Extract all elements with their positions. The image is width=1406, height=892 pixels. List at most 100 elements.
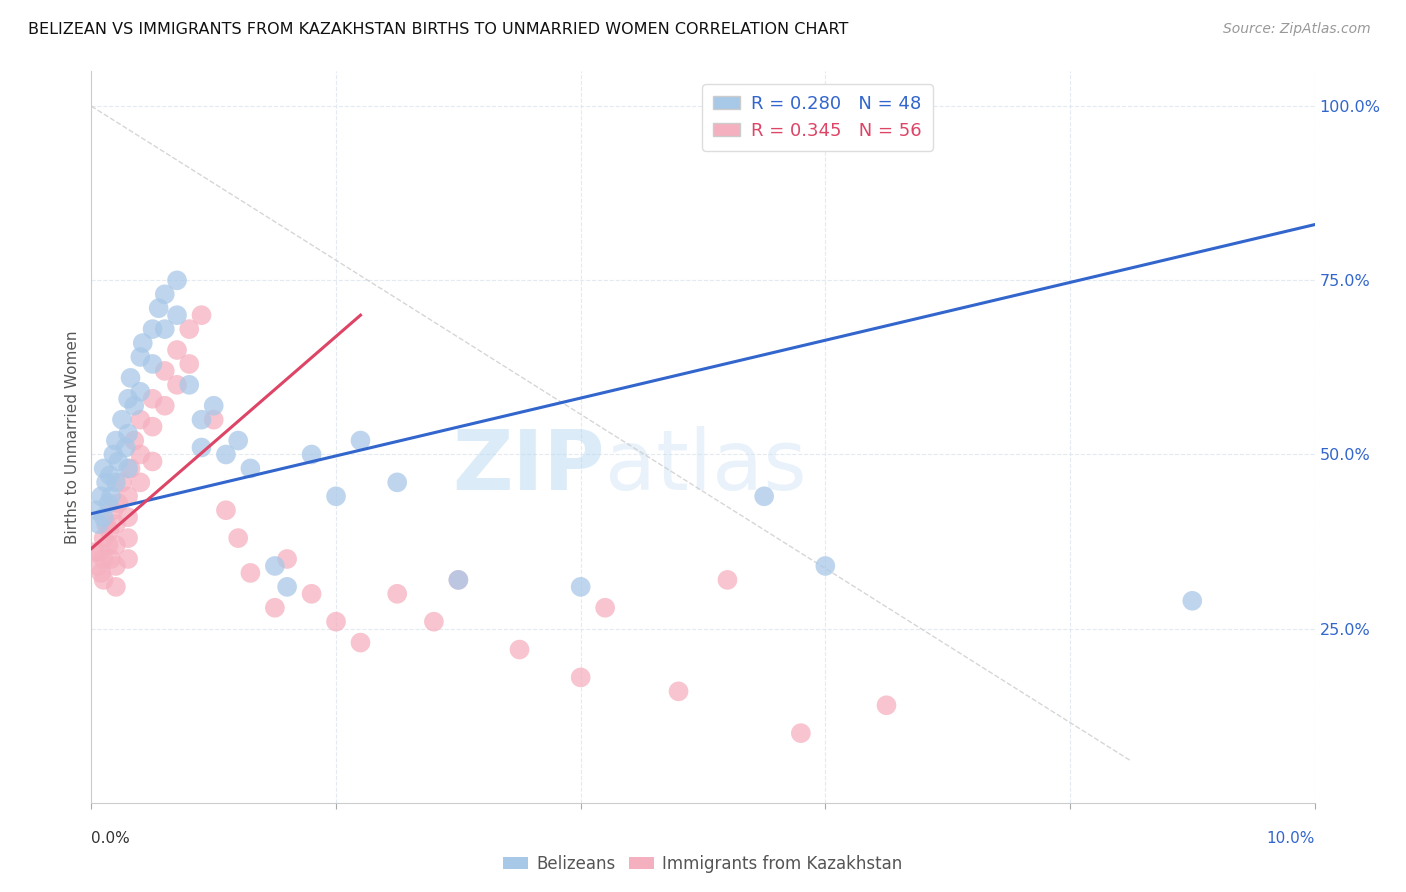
Point: [276, 552, 298, 566]
Point: [98, 468, 121, 483]
Point: [97, 496, 120, 510]
Point: [86, 558, 108, 573]
Point: [423, 615, 446, 629]
Point: [153, 364, 176, 378]
Point: [141, 357, 163, 371]
Point: [93, 573, 115, 587]
Point: [1181, 594, 1204, 608]
Point: [226, 531, 249, 545]
Point: [117, 552, 139, 566]
Text: ZIP: ZIP: [453, 425, 605, 507]
Text: 0.0%: 0.0%: [91, 831, 131, 846]
Point: [166, 308, 188, 322]
Point: [179, 377, 201, 392]
Point: [122, 399, 145, 413]
Point: [153, 287, 176, 301]
Point: [103, 503, 125, 517]
Point: [179, 322, 201, 336]
Point: [129, 350, 152, 364]
Point: [122, 434, 145, 448]
Point: [90, 566, 112, 580]
Point: [107, 496, 129, 510]
Point: [349, 434, 371, 448]
Point: [100, 489, 122, 503]
Point: [325, 489, 347, 503]
Point: [104, 558, 127, 573]
Point: [215, 448, 238, 462]
Point: [104, 517, 127, 532]
Point: [447, 573, 470, 587]
Point: [117, 510, 139, 524]
Point: [166, 377, 188, 392]
Point: [117, 531, 139, 545]
Point: [120, 461, 142, 475]
Point: [179, 357, 201, 371]
Point: [94, 517, 117, 532]
Point: [129, 475, 152, 490]
Point: [215, 503, 238, 517]
Point: [111, 475, 134, 490]
Point: [94, 475, 117, 490]
Point: [103, 448, 125, 462]
Point: [129, 412, 152, 426]
Point: [226, 434, 249, 448]
Text: Source: ZipAtlas.com: Source: ZipAtlas.com: [1223, 22, 1371, 37]
Point: [141, 392, 163, 406]
Point: [98, 524, 121, 538]
Point: [148, 301, 170, 316]
Point: [104, 580, 127, 594]
Point: [104, 538, 127, 552]
Legend: R = 0.280   N = 48, R = 0.345   N = 56: R = 0.280 N = 48, R = 0.345 N = 56: [702, 84, 932, 151]
Point: [875, 698, 898, 713]
Point: [104, 475, 127, 490]
Point: [593, 600, 616, 615]
Point: [790, 726, 813, 740]
Point: [239, 566, 262, 580]
Point: [90, 489, 112, 503]
Point: [385, 475, 409, 490]
Point: [754, 489, 776, 503]
Point: [104, 434, 127, 448]
Point: [117, 426, 139, 441]
Point: [141, 454, 163, 468]
Point: [153, 399, 176, 413]
Point: [84, 545, 107, 559]
Point: [117, 461, 139, 475]
Point: [509, 642, 531, 657]
Point: [190, 441, 212, 455]
Point: [120, 371, 142, 385]
Point: [93, 510, 115, 524]
Point: [107, 454, 129, 468]
Point: [84, 503, 107, 517]
Point: [325, 615, 347, 629]
Point: [447, 573, 470, 587]
Legend: Belizeans, Immigrants from Kazakhstan: Belizeans, Immigrants from Kazakhstan: [496, 848, 910, 880]
Point: [190, 308, 212, 322]
Point: [385, 587, 409, 601]
Point: [87, 517, 110, 532]
Point: [264, 558, 287, 573]
Point: [93, 552, 115, 566]
Point: [264, 600, 287, 615]
Point: [202, 399, 225, 413]
Point: [814, 558, 837, 573]
Point: [166, 343, 188, 357]
Point: [301, 587, 323, 601]
Point: [93, 531, 115, 545]
Point: [117, 392, 139, 406]
Text: atlas: atlas: [605, 425, 807, 507]
Point: [117, 489, 139, 503]
Point: [111, 412, 134, 426]
Point: [129, 448, 152, 462]
Point: [569, 580, 592, 594]
Point: [202, 412, 225, 426]
Point: [349, 635, 371, 649]
Point: [100, 552, 122, 566]
Point: [114, 441, 136, 455]
Point: [190, 412, 212, 426]
Y-axis label: Births to Unmarried Women: Births to Unmarried Women: [65, 330, 80, 544]
Point: [141, 322, 163, 336]
Point: [239, 461, 262, 475]
Text: BELIZEAN VS IMMIGRANTS FROM KAZAKHSTAN BIRTHS TO UNMARRIED WOMEN CORRELATION CHA: BELIZEAN VS IMMIGRANTS FROM KAZAKHSTAN B…: [28, 22, 848, 37]
Point: [132, 336, 155, 351]
